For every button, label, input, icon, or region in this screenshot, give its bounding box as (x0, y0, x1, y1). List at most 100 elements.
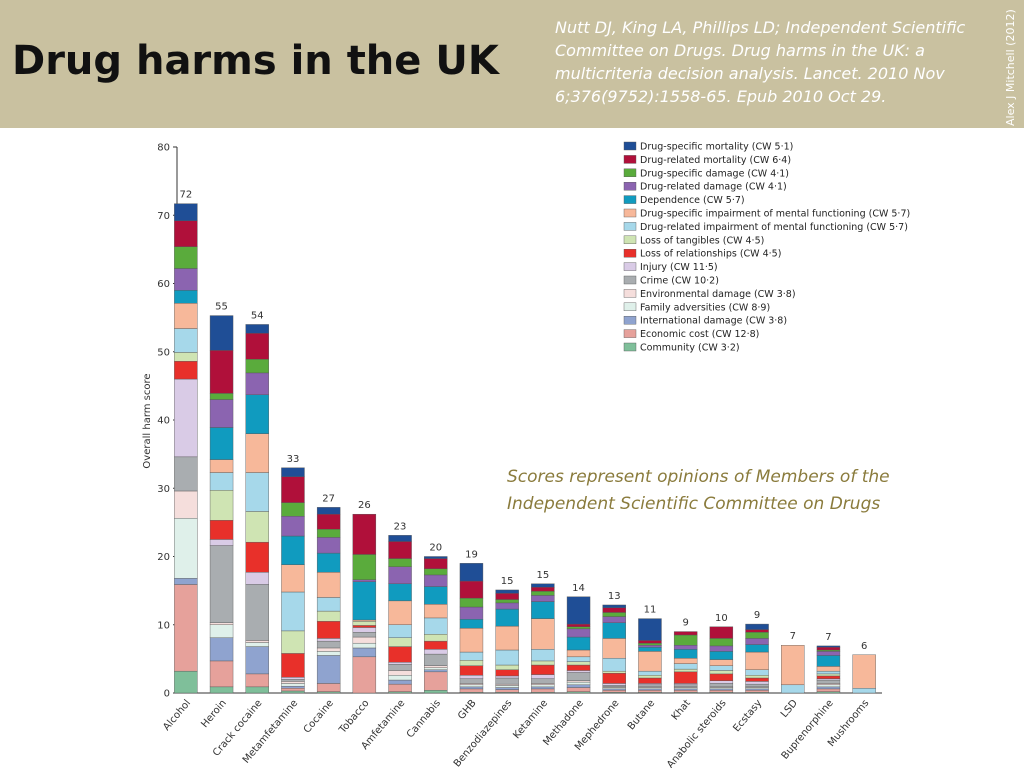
y-tick-label: 80 (157, 143, 170, 154)
bar-segment (816, 683, 841, 686)
total-label: 6 (861, 641, 867, 652)
bar-segment (459, 683, 484, 686)
bar-segment (174, 328, 198, 353)
bar-segment (352, 642, 377, 649)
bar-segment (352, 647, 377, 658)
total-label: 9 (682, 618, 688, 629)
bar-segment (281, 685, 305, 689)
bar-segment (388, 670, 412, 676)
legend-label: Economic cost (CW 12·8) (640, 329, 759, 340)
bar-segment (424, 604, 448, 619)
bar-segment (316, 610, 341, 622)
bar-segment (602, 607, 626, 613)
bar-segment (424, 653, 448, 666)
bar-segment (781, 645, 805, 686)
bar-segment (281, 476, 305, 503)
bar-segment (459, 688, 484, 693)
total-label: 13 (608, 591, 621, 602)
legend-label: Loss of tangibles (CW 4·5) (640, 235, 764, 246)
bar-segment (281, 688, 305, 692)
bar-segment (174, 246, 198, 269)
bar-segment (602, 685, 626, 688)
bar-segment (531, 688, 555, 693)
bar-segment (424, 649, 448, 655)
bar-segment (245, 324, 269, 334)
bar-segment (174, 490, 198, 519)
y-tick-label: 30 (157, 484, 170, 495)
bar-segment (352, 554, 377, 580)
bar-segment (602, 670, 626, 674)
bar-segment (816, 649, 841, 652)
credit: Alex J Mitchell (2012) (1004, 9, 1017, 126)
bar-segment (816, 655, 841, 667)
bar-segment (816, 645, 841, 648)
bar-segment (638, 670, 662, 676)
bar-segment (174, 578, 198, 585)
x-tick-label: LSD (779, 698, 800, 720)
bar-segment (174, 518, 198, 579)
x-tick-label: GHB (456, 698, 479, 722)
bar-segment (566, 691, 591, 694)
bar-segment (209, 624, 234, 638)
bar-segment (638, 690, 662, 693)
bar-segment (388, 662, 412, 665)
bar-segment (209, 539, 234, 546)
bar-segment (281, 502, 305, 517)
legend-swatch (623, 315, 637, 325)
bar-segment (424, 667, 448, 670)
bar-segment (424, 690, 448, 694)
bar-segment (245, 571, 269, 585)
y-tick-label: 50 (157, 347, 170, 358)
bar-segment (459, 675, 484, 679)
bar-segment (352, 625, 377, 628)
bar-segment (245, 584, 269, 641)
bar-segment (316, 691, 341, 694)
bar-segment (388, 583, 412, 602)
bar-segment (709, 690, 734, 693)
bar-segment (531, 678, 555, 684)
bar-segment (388, 535, 412, 542)
bar-segment (424, 640, 448, 650)
bar-segment (495, 664, 519, 670)
bar-segment (495, 608, 519, 627)
bar-segment (816, 678, 841, 681)
x-tick-label: Butane (626, 698, 657, 732)
bar-segment (209, 472, 234, 491)
bar-segment (531, 674, 555, 679)
legend-label: Community (CW 3·2) (640, 343, 740, 354)
bar-segment (209, 622, 234, 625)
bar-segment (424, 574, 448, 587)
bar-segment (281, 535, 305, 565)
bar-segment (816, 691, 841, 694)
bar-segment (602, 688, 626, 691)
legend-label: Drug-specific damage (CW 4·1) (640, 168, 789, 179)
bar-segment (281, 677, 305, 680)
bar-segment (281, 630, 305, 654)
bar-segment (495, 625, 519, 651)
bar-segment (745, 675, 769, 679)
bar-segment (673, 631, 698, 636)
bar-segment (638, 651, 662, 672)
bar-segment (566, 649, 591, 658)
bar-segment (566, 680, 591, 683)
bar-segment (745, 644, 769, 653)
bar-segment (245, 673, 269, 688)
bar-segment (566, 596, 591, 625)
bar-segment (316, 655, 341, 684)
x-tick-label: Heroin (199, 698, 229, 730)
bar-segment (531, 587, 555, 592)
bar-segment (174, 456, 198, 492)
bar-segment (316, 647, 341, 652)
bar-segment (245, 472, 269, 512)
legend-label: Drug-specific impairment of mental funct… (640, 209, 910, 220)
bar-segment (531, 683, 555, 686)
legend-label: Drug-related impairment of mental functi… (640, 222, 908, 233)
total-label: 54 (251, 310, 264, 321)
legend-label: Family adversities (CW 8·9) (640, 302, 770, 313)
bar-segment (388, 637, 412, 647)
bar-segment (495, 683, 519, 686)
total-label: 7 (825, 632, 831, 643)
header-band (0, 0, 1024, 128)
bar-segment (388, 679, 412, 685)
